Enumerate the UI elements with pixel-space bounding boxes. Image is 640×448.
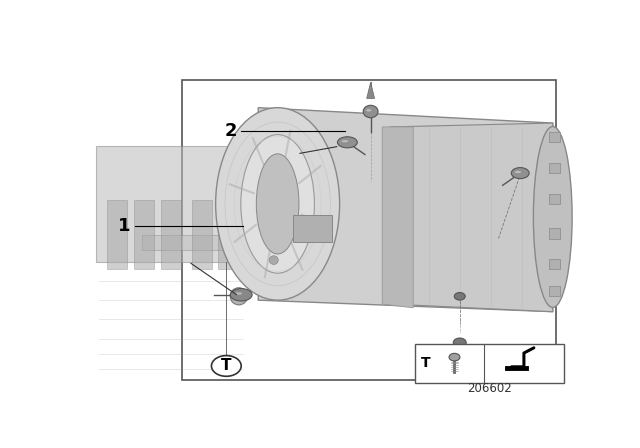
Polygon shape: [382, 127, 413, 308]
Circle shape: [211, 356, 241, 376]
Bar: [142, 235, 223, 250]
Bar: [134, 200, 154, 269]
Ellipse shape: [366, 109, 371, 112]
Ellipse shape: [341, 140, 348, 142]
Polygon shape: [367, 82, 374, 99]
Text: 2: 2: [225, 122, 237, 140]
Text: T: T: [221, 358, 232, 374]
Ellipse shape: [216, 108, 340, 300]
Text: T: T: [421, 356, 431, 370]
Bar: [415, 344, 564, 383]
Ellipse shape: [454, 293, 465, 300]
Polygon shape: [390, 123, 553, 312]
Ellipse shape: [269, 256, 278, 264]
Ellipse shape: [241, 134, 314, 273]
Bar: [95, 146, 246, 262]
Text: 1: 1: [118, 217, 131, 235]
Bar: [549, 228, 560, 238]
Polygon shape: [259, 108, 553, 312]
Ellipse shape: [515, 171, 521, 173]
Text: 206602: 206602: [467, 382, 511, 395]
Bar: [549, 132, 560, 142]
Bar: [549, 259, 560, 269]
Ellipse shape: [235, 292, 243, 295]
Ellipse shape: [337, 137, 357, 148]
Ellipse shape: [363, 105, 378, 118]
Bar: [549, 286, 560, 296]
Bar: [161, 200, 180, 269]
Bar: [549, 194, 560, 204]
Ellipse shape: [256, 154, 299, 254]
Bar: [218, 200, 237, 269]
Bar: [193, 200, 212, 269]
Bar: [107, 200, 127, 269]
Bar: [549, 163, 560, 173]
Bar: [182, 80, 556, 380]
Ellipse shape: [533, 126, 572, 307]
Ellipse shape: [511, 168, 529, 179]
Ellipse shape: [453, 338, 466, 347]
Ellipse shape: [230, 288, 248, 305]
Ellipse shape: [230, 289, 252, 301]
Bar: [293, 215, 332, 242]
Ellipse shape: [449, 353, 460, 361]
